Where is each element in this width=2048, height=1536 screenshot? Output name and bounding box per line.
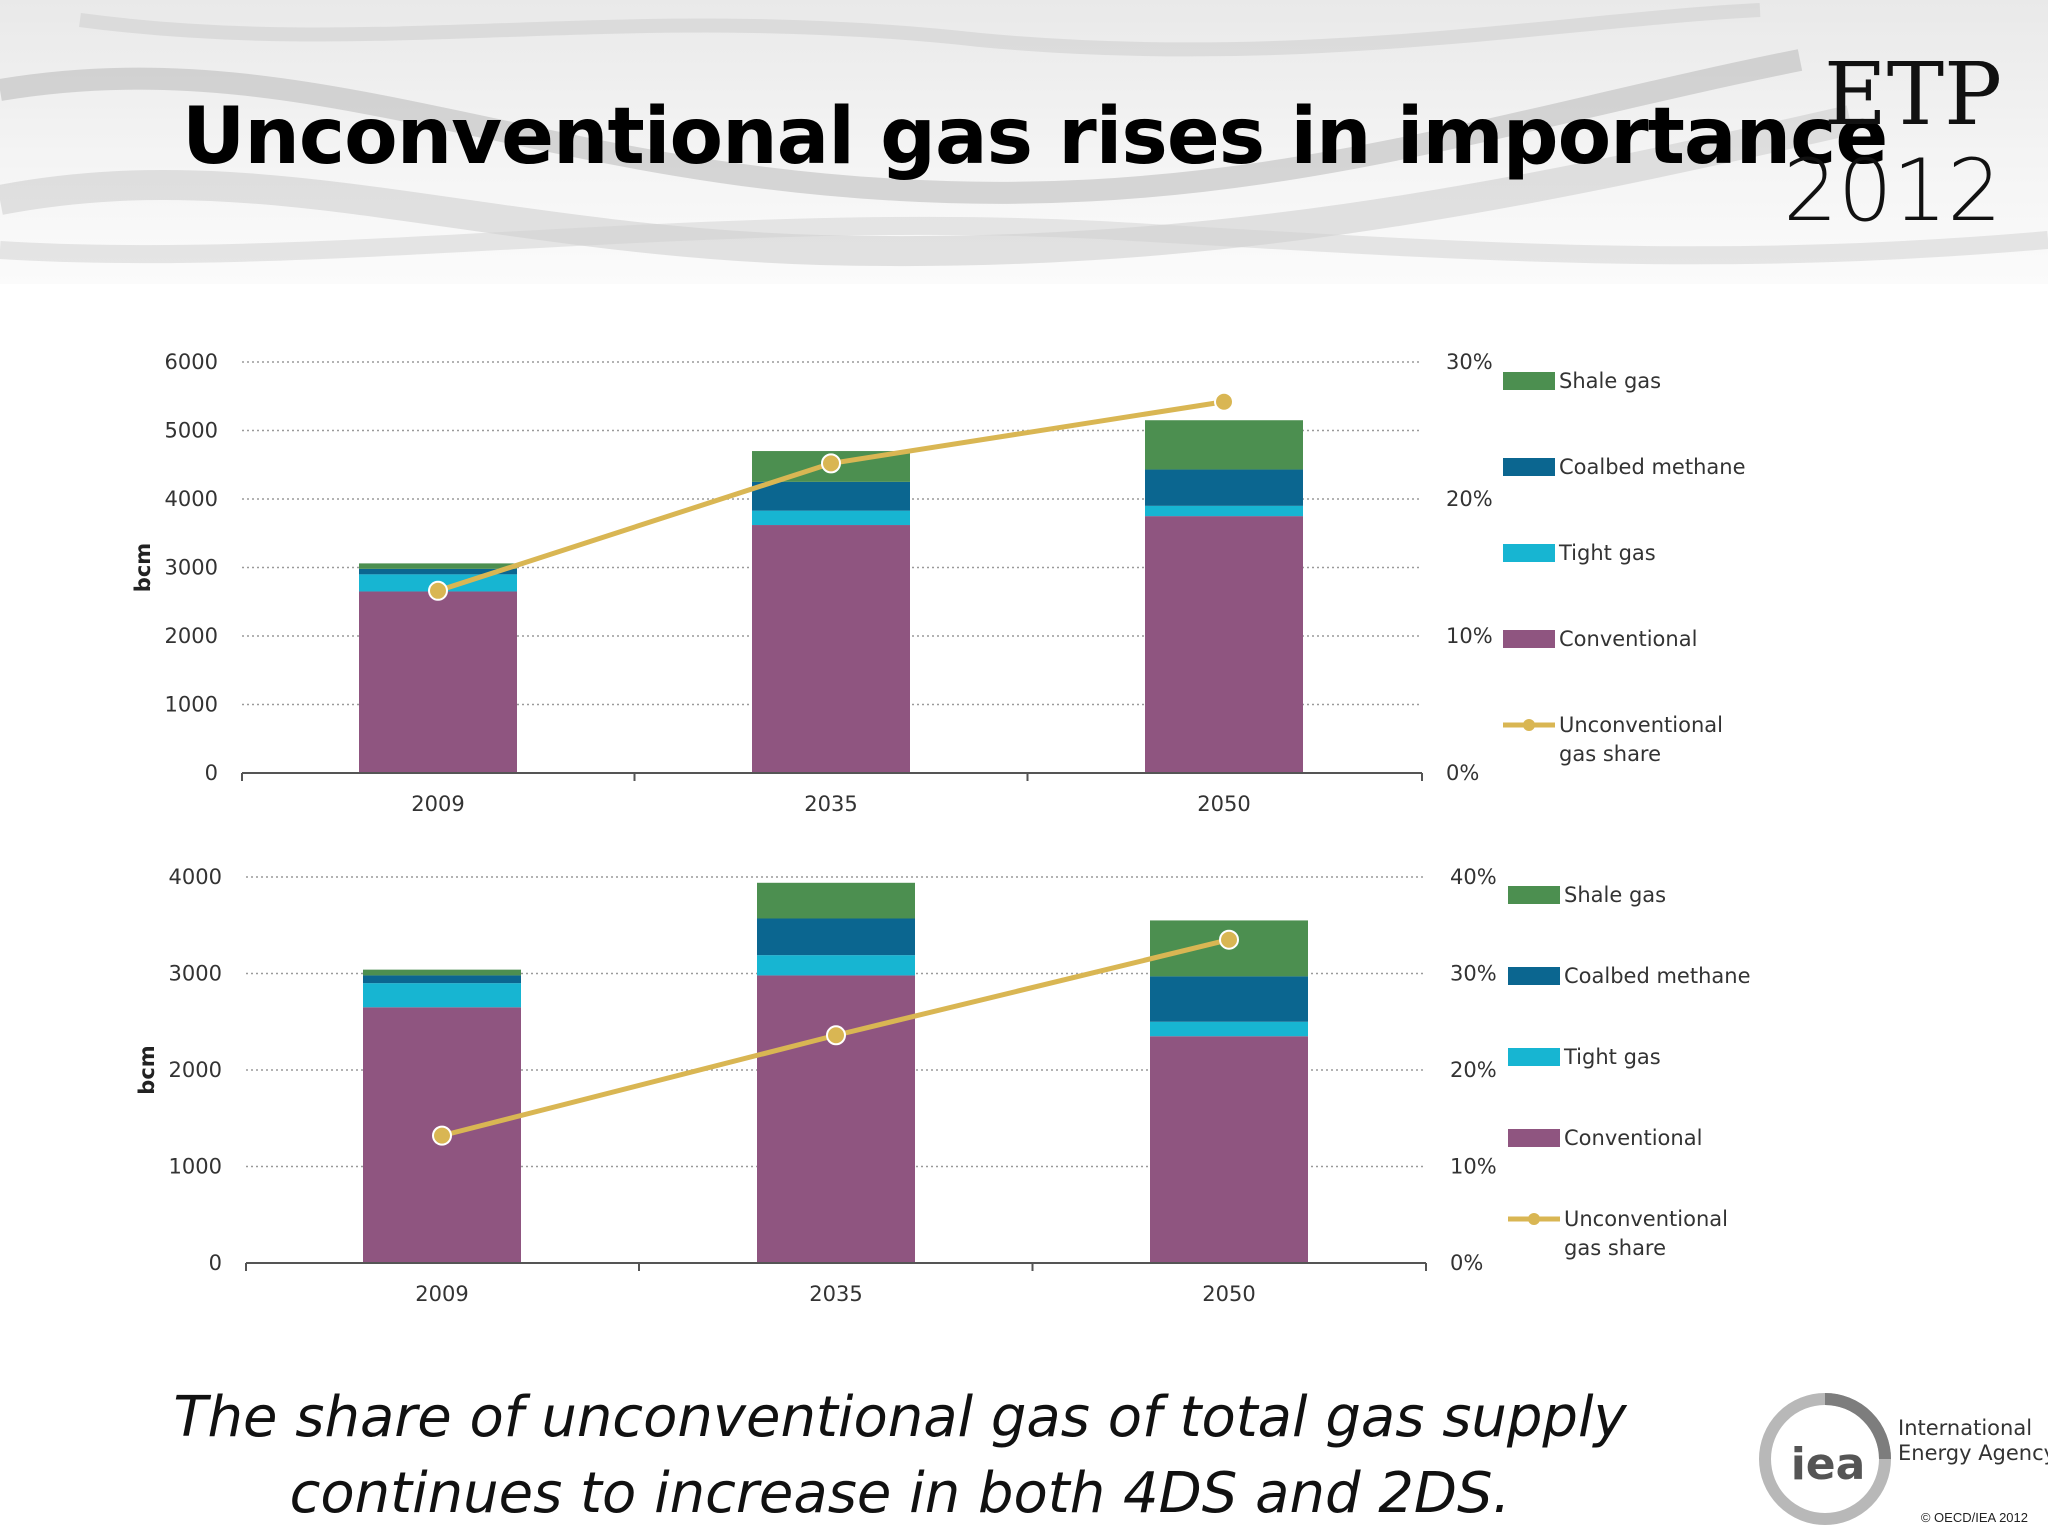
slide-caption: The share of unconventional gas of total…	[173, 1385, 1627, 1526]
slide-title: Unconventional gas rises in importance	[182, 92, 1888, 182]
legend-swatch	[1508, 886, 1560, 904]
y2-tick-label: 30%	[1450, 962, 1497, 986]
legend-label: Unconventional	[1559, 713, 1723, 737]
y-axis-label: bcm	[135, 1045, 159, 1094]
y2-tick-label: 0%	[1446, 761, 1479, 785]
y-tick-label: 0	[209, 1251, 222, 1275]
y-tick-label: 4000	[169, 865, 222, 889]
y-tick-label: 3000	[165, 556, 218, 580]
x-tick-label: 2050	[1202, 1282, 1255, 1306]
iea-logo-text: iea	[1791, 1439, 1866, 1490]
y-tick-label: 5000	[165, 419, 218, 443]
etp-badge-top: ETP	[1823, 45, 2002, 145]
y-axis-label: bcm	[131, 543, 155, 592]
legend-label: Conventional	[1564, 1126, 1702, 1150]
bar-segment	[359, 591, 517, 773]
y2-tick-label: 10%	[1446, 624, 1493, 648]
bar-segment	[1150, 976, 1308, 1022]
legend-label: Shale gas	[1564, 883, 1666, 907]
y-tick-label: 3000	[169, 962, 222, 986]
y2-tick-label: 0%	[1450, 1251, 1483, 1275]
iea-logo: iea	[1759, 1393, 1891, 1525]
legend-swatch	[1508, 1048, 1560, 1066]
bar-segment	[363, 975, 521, 984]
legend-line-marker	[1528, 1213, 1540, 1225]
bar-segment	[1150, 1036, 1308, 1263]
bar-segment	[363, 983, 521, 1008]
bar-segment	[1145, 516, 1303, 773]
y-tick-label: 1000	[169, 1155, 222, 1179]
organization-name-line2: Energy Agency	[1898, 1441, 2048, 1465]
bar-segment	[359, 563, 517, 569]
legend-label: Conventional	[1559, 627, 1697, 651]
y-tick-label: 1000	[165, 693, 218, 717]
bar-segment	[363, 969, 521, 976]
share-point	[1214, 391, 1234, 412]
bar-segment	[752, 525, 910, 773]
x-tick-label: 2035	[804, 792, 857, 816]
share-point	[428, 580, 448, 601]
bar-segment	[752, 510, 910, 526]
legend-label: Coalbed methane	[1564, 964, 1751, 988]
share-point	[432, 1125, 452, 1146]
bar-segment	[752, 481, 910, 511]
bar-segment	[359, 568, 517, 575]
legend-label: Coalbed methane	[1559, 455, 1746, 479]
legend-label: Tight gas	[1563, 1045, 1661, 1069]
bar-segment	[757, 975, 915, 1263]
copyright-notice: © OECD/IEA 2012	[1920, 1510, 2028, 1525]
legend-label: Unconventional	[1564, 1207, 1728, 1231]
y2-tick-label: 40%	[1450, 865, 1497, 889]
legend-swatch	[1503, 544, 1555, 562]
y2-tick-label: 30%	[1446, 350, 1493, 374]
organization-name: International Energy Agency	[1898, 1416, 2048, 1466]
share-point	[826, 1025, 846, 1046]
legend-swatch	[1503, 372, 1555, 390]
legend-line-marker	[1523, 719, 1535, 731]
y2-tick-label: 10%	[1450, 1155, 1497, 1179]
decorative-swirls	[0, 3, 2048, 267]
y-tick-label: 0	[205, 761, 218, 785]
legend-swatch	[1508, 1129, 1560, 1147]
legend-swatch	[1503, 630, 1555, 648]
share-point	[821, 453, 841, 474]
etp-badge-year: 2012	[1783, 141, 2002, 241]
bar-segment	[1145, 505, 1303, 517]
y2-tick-label: 20%	[1446, 487, 1493, 511]
x-tick-label: 2009	[415, 1282, 468, 1306]
legend-label-continued: gas share	[1564, 1236, 1666, 1260]
share-point	[1219, 929, 1239, 950]
y2-tick-label: 20%	[1450, 1058, 1497, 1082]
bar-segment	[1145, 420, 1303, 470]
bar-segment	[757, 918, 915, 956]
charts-area: 0 1000 2000 3000 4000 5000 6000 0% 10% 20% 30% bcm 2…	[131, 350, 1751, 1306]
organization-name-line1: International	[1898, 1416, 2033, 1440]
x-tick-label: 2035	[809, 1282, 862, 1306]
legend-label: Tight gas	[1558, 541, 1656, 565]
x-tick-label: 2009	[411, 792, 464, 816]
header-banner: Unconventional gas rises in importance E…	[0, 0, 2048, 284]
y-tick-label: 2000	[165, 624, 218, 648]
y-tick-label: 2000	[169, 1058, 222, 1082]
legend-swatch	[1508, 967, 1560, 985]
bar-segment	[757, 882, 915, 919]
x-tick-label: 2050	[1197, 792, 1250, 816]
bar-segment	[1150, 1021, 1308, 1037]
legend-swatch	[1503, 458, 1555, 476]
bar-segment	[1145, 469, 1303, 506]
bar-segment	[757, 955, 915, 976]
y-tick-label: 6000	[165, 350, 218, 374]
legend-label: Shale gas	[1559, 369, 1661, 393]
legend-label-continued: gas share	[1559, 742, 1661, 766]
y-tick-label: 4000	[165, 487, 218, 511]
